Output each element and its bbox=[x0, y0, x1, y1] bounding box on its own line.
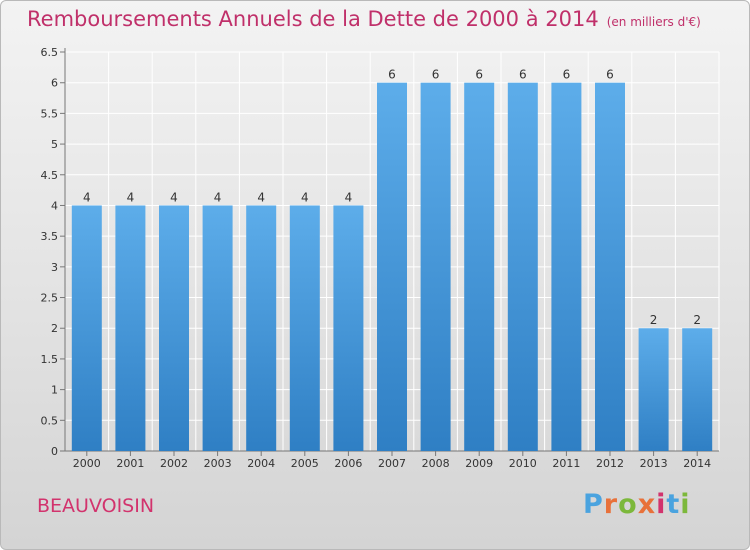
logo-letter: t bbox=[666, 489, 681, 520]
x-tick-label: 2004 bbox=[247, 457, 275, 470]
bar bbox=[333, 205, 364, 451]
data-label: 4 bbox=[83, 190, 91, 204]
data-label: 2 bbox=[650, 313, 658, 327]
y-tick-label: 2 bbox=[51, 322, 58, 335]
bar bbox=[595, 82, 625, 451]
x-tick-label: 2005 bbox=[291, 457, 319, 470]
bar bbox=[464, 82, 495, 451]
bar bbox=[682, 328, 713, 451]
x-tick-label: 2009 bbox=[465, 457, 493, 470]
logo-letter: i bbox=[680, 489, 691, 520]
x-tick-label: 2012 bbox=[596, 457, 624, 470]
x-tick-label: 2000 bbox=[73, 457, 101, 470]
x-tick-label: 2002 bbox=[160, 457, 188, 470]
data-label: 4 bbox=[170, 190, 178, 204]
y-tick-label: 3.5 bbox=[41, 230, 59, 243]
bars bbox=[71, 82, 713, 451]
data-label: 4 bbox=[301, 190, 309, 204]
logo-letter: r bbox=[603, 489, 619, 520]
labels: 4 4 4 4 4 4 4 6 6 6 6 6 6 2 2 bbox=[83, 68, 701, 328]
bar bbox=[246, 205, 277, 451]
logo-letter: x bbox=[637, 489, 657, 520]
x-tick-label: 2003 bbox=[204, 457, 232, 470]
y-tick-label: 0.5 bbox=[41, 414, 59, 427]
data-label: 6 bbox=[432, 68, 440, 82]
bar bbox=[420, 82, 451, 451]
bar bbox=[202, 205, 233, 451]
y-tick-label: 0 bbox=[51, 445, 58, 458]
y-tick-label: 1.5 bbox=[41, 353, 59, 366]
x-tick-label: 2010 bbox=[509, 457, 537, 470]
data-label: 6 bbox=[563, 68, 571, 82]
proxiti-logo[interactable]: Proxiti bbox=[583, 489, 691, 520]
bar bbox=[115, 205, 146, 451]
title-text: Remboursements Annuels de la Dette de 20… bbox=[27, 7, 599, 31]
bar bbox=[71, 205, 102, 451]
data-label: 6 bbox=[519, 68, 527, 82]
x-tick-label: 2001 bbox=[116, 457, 144, 470]
bar bbox=[551, 82, 582, 451]
x-tick-label: 2008 bbox=[422, 457, 450, 470]
y-tick-label: 1 bbox=[51, 384, 58, 397]
y-tick-label: 5 bbox=[51, 138, 58, 151]
data-label: 4 bbox=[257, 190, 265, 204]
chart-title: Remboursements Annuels de la Dette de 20… bbox=[27, 7, 701, 31]
x-tick-label: 2014 bbox=[683, 457, 711, 470]
y-tick-label: 6 bbox=[51, 77, 58, 90]
x-tick-label: 2006 bbox=[334, 457, 362, 470]
x-tick-label: 2007 bbox=[378, 457, 406, 470]
y-tick-label: 3 bbox=[51, 261, 58, 274]
title-unit: (en milliers d'€) bbox=[606, 15, 701, 29]
data-label: 4 bbox=[127, 190, 135, 204]
logo-letter: P bbox=[583, 489, 604, 520]
x-tick-label: 2011 bbox=[552, 457, 580, 470]
data-label: 6 bbox=[388, 68, 396, 82]
y-tick-label: 6.5 bbox=[41, 46, 59, 59]
data-label: 6 bbox=[475, 68, 483, 82]
y-tick-label: 4 bbox=[51, 199, 58, 212]
y-tick-label: 5.5 bbox=[41, 107, 59, 120]
bar bbox=[638, 328, 669, 451]
town-name: BEAUVOISIN bbox=[37, 495, 155, 517]
bar bbox=[507, 82, 538, 451]
bar bbox=[159, 205, 189, 451]
y-tick-label: 2.5 bbox=[41, 292, 59, 305]
bar bbox=[377, 82, 407, 451]
bar bbox=[289, 205, 320, 451]
data-label: 4 bbox=[345, 190, 353, 204]
data-label: 4 bbox=[214, 190, 222, 204]
x-tick-label: 2013 bbox=[640, 457, 668, 470]
logo-letter: i bbox=[656, 489, 667, 520]
data-label: 2 bbox=[693, 313, 701, 327]
y-tick-label: 4.5 bbox=[41, 169, 59, 182]
logo-letter: o bbox=[618, 489, 638, 520]
data-label: 6 bbox=[606, 68, 614, 82]
